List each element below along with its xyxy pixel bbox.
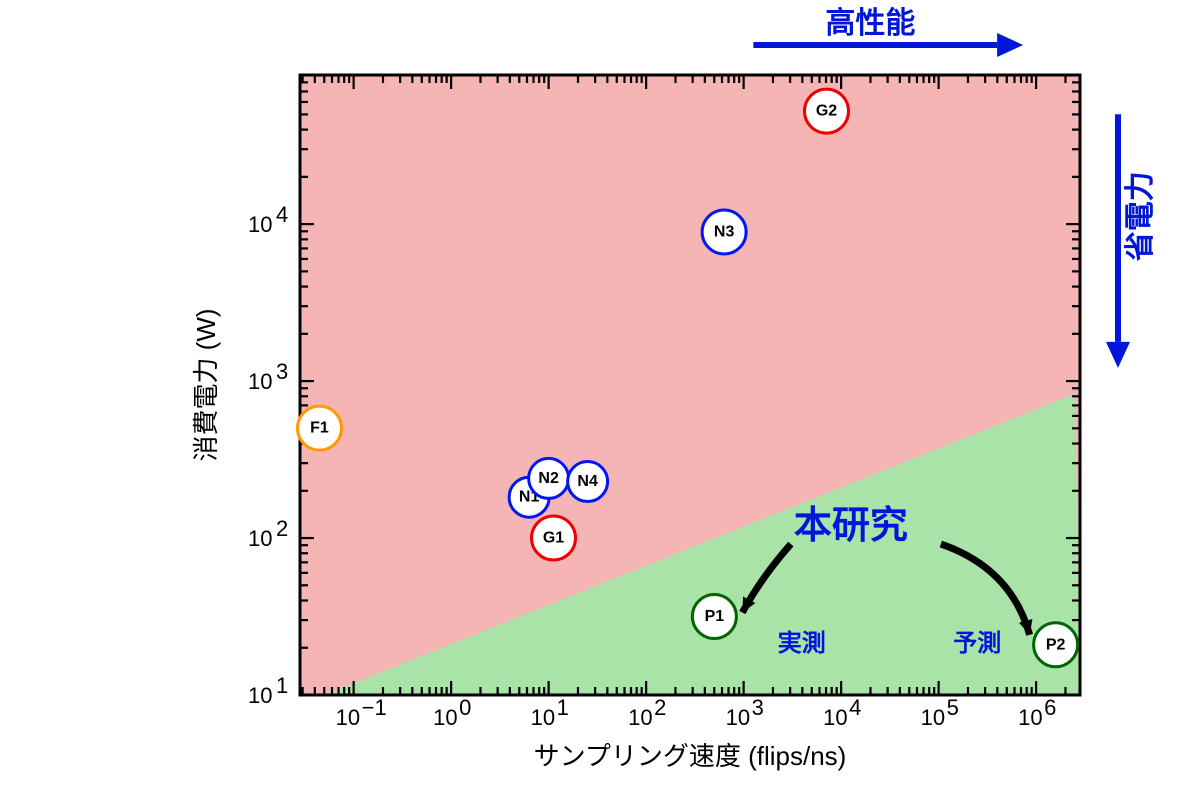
point-label-N3: N3 xyxy=(714,223,735,240)
point-label-G2: G2 xyxy=(816,103,837,120)
x-tick-exp: 6 xyxy=(1044,695,1056,720)
y-tick-exp: 4 xyxy=(276,202,288,227)
y-tick-exp: 3 xyxy=(276,359,288,384)
x-tick-label: 10 xyxy=(336,705,360,730)
x-tick-label: 10 xyxy=(433,705,457,730)
x-tick-label: 10 xyxy=(628,705,652,730)
point-label-G1: G1 xyxy=(543,530,564,547)
y-tick-exp: 2 xyxy=(276,516,288,541)
p2-sublabel: 予測 xyxy=(953,629,1001,657)
x-tick-label: 10 xyxy=(921,705,945,730)
x-tick-exp: −1 xyxy=(362,695,387,720)
point-label-P1: P1 xyxy=(705,608,725,625)
x-tick-exp: 3 xyxy=(752,695,764,720)
plot-background xyxy=(300,75,1080,695)
x-tick-exp: 0 xyxy=(459,695,471,720)
top-arrow-label: 高性能 xyxy=(825,7,915,40)
x-tick-exp: 1 xyxy=(557,695,569,720)
x-tick-exp: 5 xyxy=(947,695,959,720)
x-tick-label: 10 xyxy=(1018,705,1042,730)
x-tick-label: 10 xyxy=(531,705,555,730)
main-label: 本研究 xyxy=(794,505,908,547)
y-tick-label: 10 xyxy=(248,369,272,394)
x-axis-label: サンプリング速度 (flips/ns) xyxy=(534,741,847,771)
x-tick-exp: 2 xyxy=(654,695,666,720)
point-label-N4: N4 xyxy=(577,473,598,490)
y-tick-label: 10 xyxy=(248,212,272,237)
y-tick-label: 10 xyxy=(248,683,272,708)
x-tick-exp: 4 xyxy=(849,695,861,720)
right-arrow-label: 省電力 xyxy=(1124,171,1157,261)
x-tick-label: 10 xyxy=(823,705,847,730)
p1-sublabel: 実測 xyxy=(778,629,826,657)
y-tick-label: 10 xyxy=(248,526,272,551)
y-axis-label: 消費電力 (W) xyxy=(191,308,221,461)
point-label-F1: F1 xyxy=(310,420,329,437)
y-tick-exp: 1 xyxy=(276,673,288,698)
point-label-N2: N2 xyxy=(538,470,559,487)
point-label-P2: P2 xyxy=(1046,636,1066,653)
x-tick-label: 10 xyxy=(726,705,750,730)
